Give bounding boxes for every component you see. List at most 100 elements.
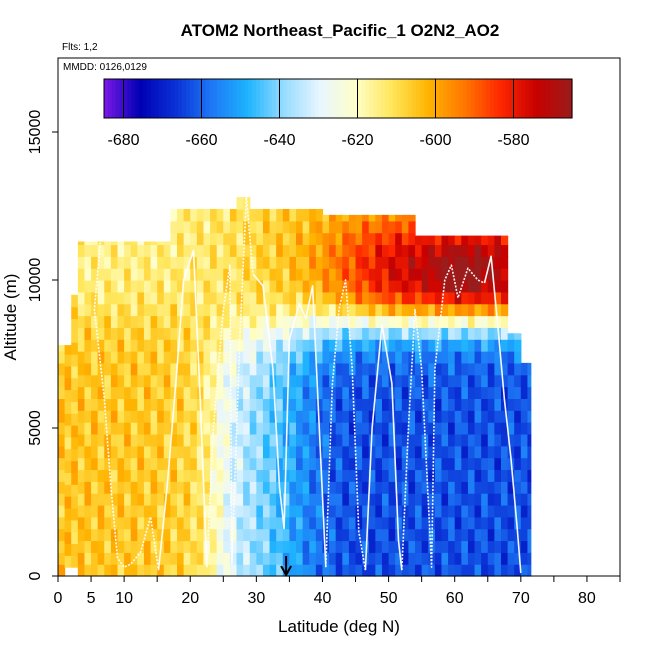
heatmap-cell: [196, 303, 205, 317]
heatmap-cell: [309, 422, 317, 435]
heatmap-cell: [441, 327, 449, 340]
heatmap-cell: [448, 235, 456, 246]
heatmap-cell: [454, 291, 462, 305]
heatmap-cell: [163, 504, 171, 518]
heatmap-cell: [362, 362, 370, 376]
heatmap-cell: [203, 208, 211, 222]
heatmap-cell: [216, 516, 224, 530]
heatmap-cell: [170, 433, 178, 447]
heatmap-cell: [514, 333, 522, 340]
heatmap-cell: [342, 457, 350, 471]
heatmap-cell: [216, 280, 224, 293]
heatmap-cell: [249, 208, 257, 222]
heatmap-cell: [415, 339, 423, 352]
heatmap-cell: [289, 303, 297, 317]
heatmap-cell: [58, 516, 66, 530]
heatmap-cell: [408, 398, 416, 411]
heatmap-cell: [408, 256, 416, 269]
colorbar-segment: [478, 79, 483, 118]
heatmap-cell: [216, 351, 224, 364]
heatmap-cell: [262, 268, 271, 281]
heatmap-cell: [315, 351, 324, 364]
heatmap-cell: [256, 374, 264, 388]
heatmap-cell: [355, 232, 363, 246]
heatmap-cell: [190, 481, 198, 494]
heatmap-cell: [216, 256, 224, 269]
heatmap-cell: [110, 552, 119, 565]
heatmap-cell: [381, 433, 390, 447]
heatmap-cell: [329, 445, 337, 459]
heatmap-cell: [322, 303, 330, 317]
heatmap-cell: [408, 564, 416, 577]
heatmap-cell: [335, 315, 343, 328]
heatmap-cell: [236, 291, 244, 305]
heatmap-cell: [494, 552, 502, 565]
heatmap-cell: [216, 481, 224, 494]
heatmap-cell: [289, 315, 297, 328]
heatmap-cell: [401, 433, 410, 447]
heatmap-cell: [110, 564, 119, 577]
heatmap-cell: [474, 374, 482, 388]
heatmap-cell: [137, 410, 145, 423]
colorbar-segment: [462, 79, 468, 118]
heatmap-cell: [110, 280, 119, 293]
heatmap-cell: [243, 291, 251, 305]
colorbar-segment: [501, 79, 507, 118]
heatmap-cell: [289, 481, 297, 494]
heatmap-cell: [190, 410, 198, 423]
heatmap-cell: [441, 469, 449, 482]
heatmap-cell: [262, 327, 271, 340]
heatmap-cell: [500, 540, 509, 553]
heatmap-cell: [289, 433, 297, 447]
heatmap-cell: [309, 220, 317, 234]
colorbar-tick-label: -660: [185, 132, 217, 149]
heatmap-cell: [229, 469, 238, 482]
heatmap-cell: [58, 528, 66, 542]
heatmap-cell: [388, 516, 396, 530]
heatmap-cell: [196, 374, 205, 388]
heatmap-cell: [170, 528, 178, 542]
heatmap-cell: [177, 291, 185, 305]
heatmap-cell: [520, 516, 529, 530]
heatmap-cell: [368, 327, 376, 340]
heatmap-cell: [322, 422, 330, 435]
heatmap-cell: [163, 457, 171, 471]
heatmap-cell: [243, 422, 251, 435]
heatmap-cell: [355, 540, 363, 553]
heatmap-cell: [395, 564, 403, 577]
heatmap-cell: [322, 291, 330, 305]
heatmap-cell: [229, 564, 238, 577]
heatmap-cell: [454, 315, 462, 328]
heatmap-cell: [137, 374, 145, 388]
heatmap-cell: [137, 552, 145, 565]
heatmap-cell: [481, 457, 489, 471]
heatmap-cell: [97, 469, 105, 482]
heatmap-cell: [335, 339, 343, 352]
heatmap-cell: [520, 374, 529, 388]
heatmap-cell: [276, 256, 284, 269]
heatmap-cell: [203, 445, 211, 459]
heatmap-cell: [130, 504, 138, 518]
heatmap-cell: [500, 280, 509, 293]
heatmap-cell: [64, 365, 72, 379]
heatmap-cell: [229, 303, 238, 317]
heatmap-cell: [276, 220, 284, 234]
heatmap-cell: [441, 516, 449, 530]
heatmap-cell: [329, 457, 337, 471]
heatmap-cell: [315, 327, 324, 340]
heatmap-cell: [415, 410, 423, 423]
heatmap-cell: [276, 315, 284, 328]
heatmap-cell: [137, 481, 145, 494]
heatmap-cell: [269, 481, 277, 494]
heatmap-cell: [177, 493, 185, 506]
heatmap-cell: [236, 362, 244, 376]
heatmap-cell: [190, 232, 198, 246]
heatmap-cell: [97, 315, 105, 328]
heatmap-cell: [368, 362, 376, 376]
heatmap-cell: [388, 445, 396, 459]
heatmap-cell: [335, 457, 343, 471]
heatmap-cell: [375, 303, 383, 317]
heatmap-cell: [415, 493, 423, 506]
heatmap-cell: [210, 362, 218, 376]
heatmap-cell: [130, 315, 138, 328]
